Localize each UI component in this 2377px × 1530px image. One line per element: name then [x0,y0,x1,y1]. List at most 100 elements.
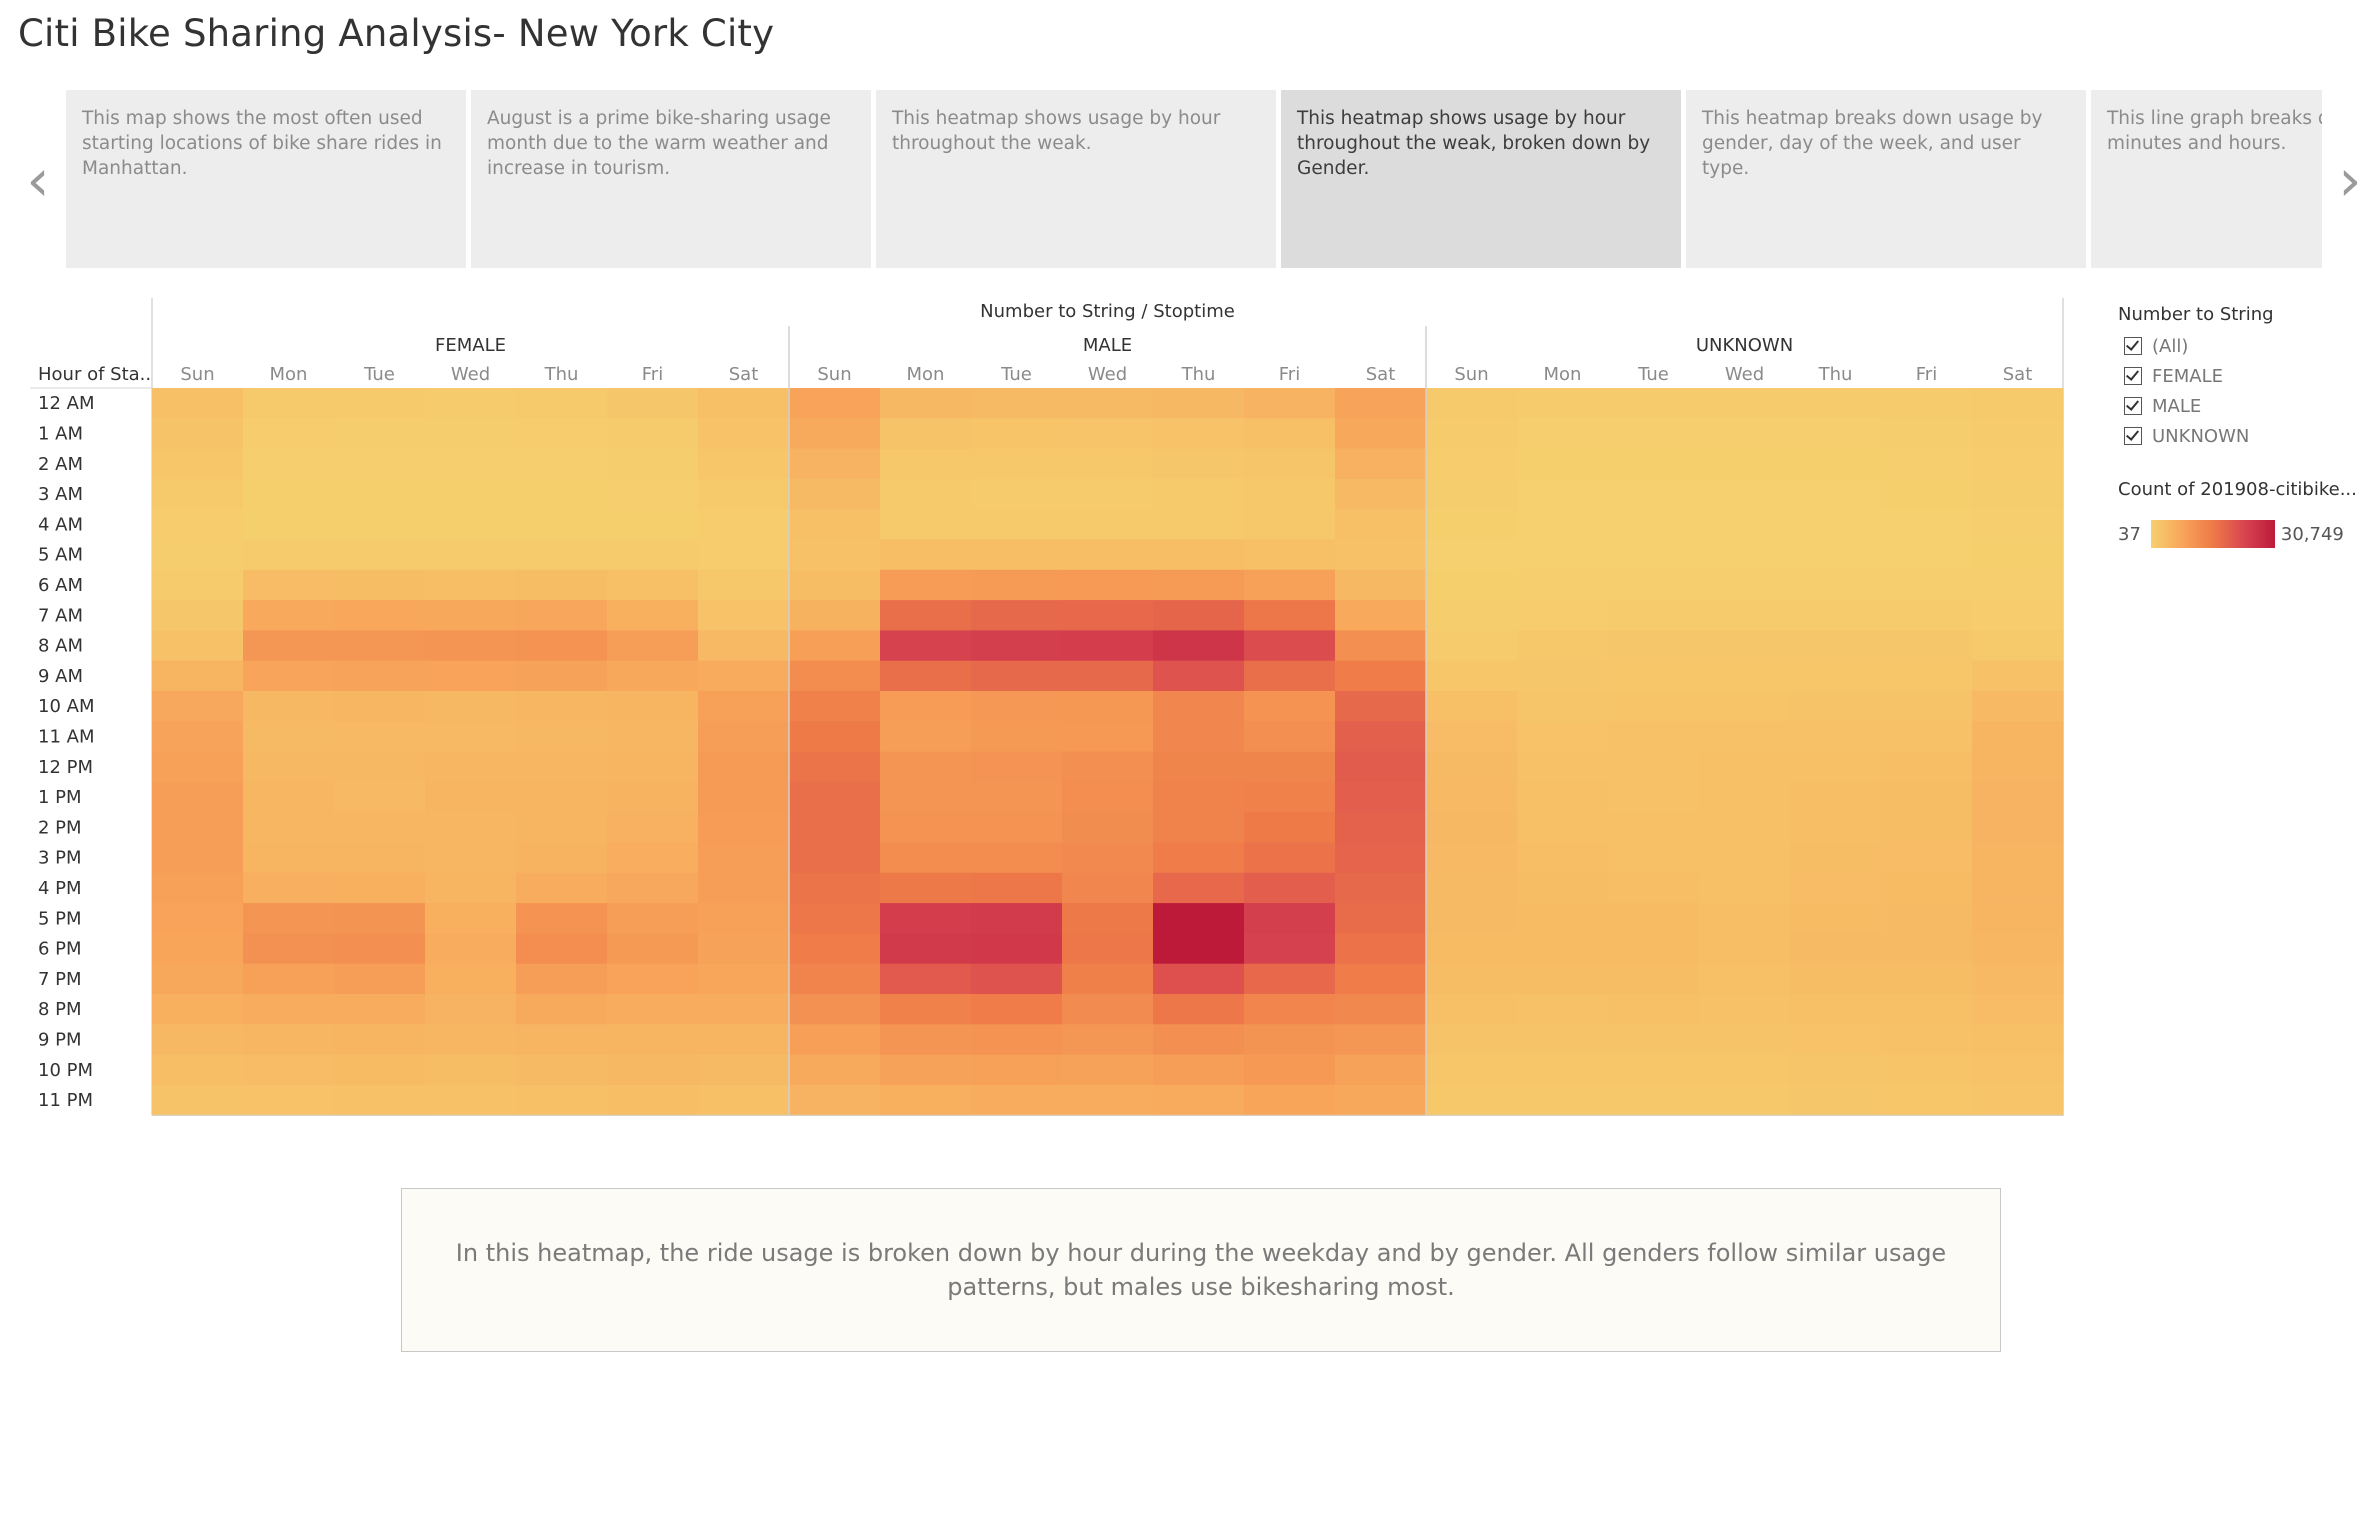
heatmap-cell [1608,812,1700,844]
heatmap-cell [1153,781,1245,813]
heatmap-cell [334,812,426,844]
heatmap-cell [1062,1084,1154,1116]
filter-item-female[interactable]: FEMALE [2118,361,2368,391]
chevron-right-icon[interactable]: › [2338,146,2362,214]
filter-item-male[interactable]: MALE [2118,391,2368,421]
heatmap-cell [698,388,790,419]
story-point-5[interactable]: This heatmap breaks down usage by gender… [1686,90,2086,268]
day-label: Sat [2003,364,2033,385]
heatmap-cell [1881,539,1973,571]
story-point-1[interactable]: This map shows the most often used start… [66,90,466,268]
heatmap-cell [1972,933,2064,965]
heatmap-cell [1244,600,1336,631]
heatmap-cell [880,812,972,844]
legend-panel: Number to String (All) FEMALE MALE UNKNO… [2118,304,2368,548]
heatmap-cell [789,812,881,844]
heatmap-cell [607,448,699,480]
filter-label: (All) [2152,335,2189,357]
heatmap-cell [607,418,699,450]
heatmap-cell [971,388,1063,419]
heatmap-cell [425,781,517,813]
heatmap-cell [516,721,608,753]
heatmap-cell [1972,903,2064,934]
heatmap-cell [152,812,244,844]
heatmap-cell [1062,994,1154,1025]
caption-box: In this heatmap, the ride usage is broke… [401,1188,2001,1352]
story-point-4[interactable]: This heatmap shows usage by hour through… [1281,90,1681,268]
heatmap-cell [789,721,881,753]
heatmap-cell [243,600,335,631]
heatmap-cell [152,872,244,904]
heatmap-cell [607,660,699,692]
heatmap-cell [243,994,335,1025]
heatmap-cell [880,1024,972,1056]
heatmap-cell [607,781,699,813]
heatmap-cell [243,872,335,904]
heatmap-cell [516,872,608,904]
heatmap-cell [1790,751,1882,783]
heatmap-cell [607,600,699,631]
heatmap-cell [1972,660,2064,692]
heatmap-cell [880,569,972,601]
color-max-label: 30,749 [2280,523,2344,545]
heatmap-cell [1881,691,1973,722]
heatmap-cell [789,478,881,510]
filter-item-unknown[interactable]: UNKNOWN [2118,421,2368,451]
chevron-left-icon[interactable]: ‹ [26,146,50,214]
heatmap-cell [1699,539,1791,571]
heatmap-cell [1790,1084,1882,1116]
heatmap-cell [1881,842,1973,874]
day-label: Wed [1088,364,1127,385]
heatmap-cell [971,994,1063,1025]
heatmap-cell [1608,751,1700,783]
heatmap-cell [607,539,699,571]
heatmap-cell [789,418,881,450]
hour-label: 1 AM [38,423,83,444]
heatmap-cell [152,660,244,692]
heatmap-cell [152,1024,244,1056]
heatmap-cell [1062,842,1154,874]
heatmap-cell [789,600,881,631]
heatmap-cell [1062,812,1154,844]
heatmap-cell [152,478,244,510]
heatmap-cell [334,781,426,813]
checkbox-icon[interactable] [2124,397,2142,415]
heatmap-cell [1699,994,1791,1025]
heatmap-cell [1699,842,1791,874]
heatmap-cell [880,933,972,965]
heatmap-cell [516,751,608,783]
filter-item-all[interactable]: (All) [2118,331,2368,361]
checkbox-icon[interactable] [2124,427,2142,445]
heatmap-cell [1790,721,1882,753]
checkbox-icon[interactable] [2124,337,2142,355]
heatmap-cell [607,872,699,904]
heatmap-cell [243,721,335,753]
checkbox-icon[interactable] [2124,367,2142,385]
heatmap-cell [1790,872,1882,904]
heatmap-cell [1153,448,1245,480]
story-point-6[interactable]: This line graph breaks down usage by min… [2091,90,2322,268]
heatmap-cell [425,691,517,722]
day-label: Fri [1279,364,1300,385]
day-label: Fri [1916,364,1937,385]
heatmap-cell [1608,478,1700,510]
heatmap-cell [152,418,244,450]
heatmap-cell [425,569,517,601]
heatmap-cell [880,903,972,934]
heatmap-cell [789,751,881,783]
heatmap-cell [1335,1054,1427,1086]
heatmap-cell [698,418,790,450]
heatmap-cell [1608,630,1700,662]
heatmap-cell [1881,903,1973,934]
story-point-2[interactable]: August is a prime bike-sharing usage mon… [471,90,871,268]
heatmap-cell [425,872,517,904]
heatmap-cell [243,569,335,601]
heatmap-cell [1426,812,1518,844]
heatmap-cell [1244,1084,1336,1116]
heatmap-cell [1244,660,1336,692]
hour-label: 3 AM [38,484,83,505]
heatmap-cell [1062,933,1154,965]
story-point-3[interactable]: This heatmap shows usage by hour through… [876,90,1276,268]
heatmap-cell [971,751,1063,783]
heatmap-cell [607,691,699,722]
